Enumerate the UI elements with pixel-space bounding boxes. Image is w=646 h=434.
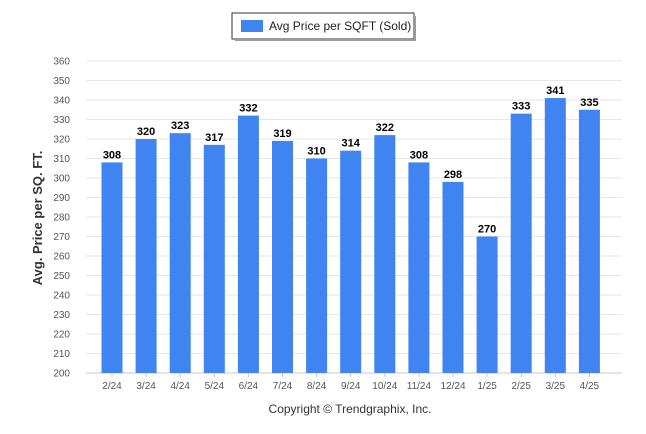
data-label-7/24: 319 <box>273 128 291 140</box>
bar-5/24[interactable] <box>203 144 225 373</box>
bar-4/24[interactable] <box>169 133 191 373</box>
y-tick-label: 360 <box>53 57 70 68</box>
x-tick-label-12/24: 12/24 <box>440 381 465 392</box>
legend[interactable]: Avg Price per SQFT (Sold) <box>231 12 416 41</box>
bar-3/24[interactable] <box>135 139 157 373</box>
legend-shadow <box>414 16 416 41</box>
y-tick-label: 270 <box>53 232 70 243</box>
x-tick-labels: 2/24 3/24 4/24 5/24 6/24 7/24 8/24 9/24 10/24 11/… <box>102 373 600 392</box>
bar-8/24[interactable] <box>306 158 328 374</box>
data-label-4/24: 323 <box>171 120 189 132</box>
bar-3/25[interactable] <box>544 98 566 374</box>
data-label-12/24: 298 <box>444 169 462 181</box>
y-tick-label: 250 <box>53 271 70 282</box>
bar-1/25[interactable] <box>476 236 498 374</box>
y-tick-label: 350 <box>53 76 70 87</box>
y-tick-label: 300 <box>53 174 70 185</box>
y-tick-label: 290 <box>53 193 70 204</box>
bar-2/25[interactable] <box>510 113 532 374</box>
x-tick-label-9/24: 9/24 <box>341 381 361 392</box>
x-tick-label-7/24: 7/24 <box>273 381 293 392</box>
y-axis-title: Avg. Price per SQ. FT. <box>30 151 45 286</box>
y-tick-label: 210 <box>53 349 70 360</box>
bar-7/24[interactable] <box>272 140 293 373</box>
y-tick-labels: 200 210 220 230 240 250 260 270 280 290 300 310 320 3… <box>53 57 70 380</box>
x-tick-label-2/24: 2/24 <box>102 381 122 392</box>
bar-9/24[interactable] <box>340 150 362 373</box>
copyright-text: Copyright © Trendgraphix, Inc. <box>269 402 432 416</box>
bar-2/24[interactable] <box>101 162 123 373</box>
x-tick-label-6/24: 6/24 <box>239 381 259 392</box>
x-tick-label-2/25: 2/25 <box>511 381 531 392</box>
data-label-2/25: 333 <box>512 101 530 113</box>
data-label-5/24: 317 <box>205 132 223 144</box>
y-tick-label: 280 <box>53 213 70 224</box>
data-label-8/24: 310 <box>307 146 325 158</box>
bar-10/24[interactable] <box>374 135 396 373</box>
bar-6/24[interactable] <box>237 115 259 373</box>
data-labels: 308 320 323 317 332 319 310 314 322 308 298 270 333 3… <box>103 85 599 235</box>
bar-4/25[interactable] <box>578 109 600 373</box>
y-tick-label: 340 <box>53 96 70 107</box>
x-tick-label-11/24: 11/24 <box>407 381 432 392</box>
legend-label: Avg Price per SQFT (Sold) <box>269 19 411 33</box>
y-tick-label: 330 <box>53 115 70 126</box>
data-label-11/24: 308 <box>410 149 428 161</box>
data-label-3/25: 341 <box>546 85 564 97</box>
x-tick-label-3/25: 3/25 <box>546 381 566 392</box>
bar-11/24[interactable] <box>408 162 430 373</box>
data-label-9/24: 314 <box>342 138 361 150</box>
x-tick-label-8/24: 8/24 <box>307 381 327 392</box>
x-tick-label-4/24: 4/24 <box>170 381 190 392</box>
y-tick-label: 230 <box>53 310 70 321</box>
y-tick-label: 240 <box>53 291 70 302</box>
y-tick-label: 220 <box>53 330 70 341</box>
bar-12/24[interactable] <box>442 181 464 373</box>
x-tick-label-4/25: 4/25 <box>580 381 600 392</box>
data-label-10/24: 322 <box>376 122 394 134</box>
legend-swatch <box>241 20 263 32</box>
y-tick-label: 200 <box>53 369 70 380</box>
data-label-6/24: 332 <box>239 103 257 115</box>
bars <box>101 98 600 374</box>
legend-shadow-bottom <box>235 39 416 41</box>
y-tick-label: 310 <box>53 154 70 165</box>
data-label-4/25: 335 <box>580 97 598 109</box>
data-label-3/24: 320 <box>137 126 155 138</box>
x-tick-label-10/24: 10/24 <box>372 381 397 392</box>
data-label-1/25: 270 <box>478 224 496 236</box>
x-tick-label-3/24: 3/24 <box>136 381 156 392</box>
data-label-2/24: 308 <box>103 149 121 161</box>
y-tick-label: 320 <box>53 135 70 146</box>
x-tick-label-1/25: 1/25 <box>477 381 497 392</box>
x-tick-label-5/24: 5/24 <box>205 381 225 392</box>
y-tick-label: 260 <box>53 252 70 263</box>
